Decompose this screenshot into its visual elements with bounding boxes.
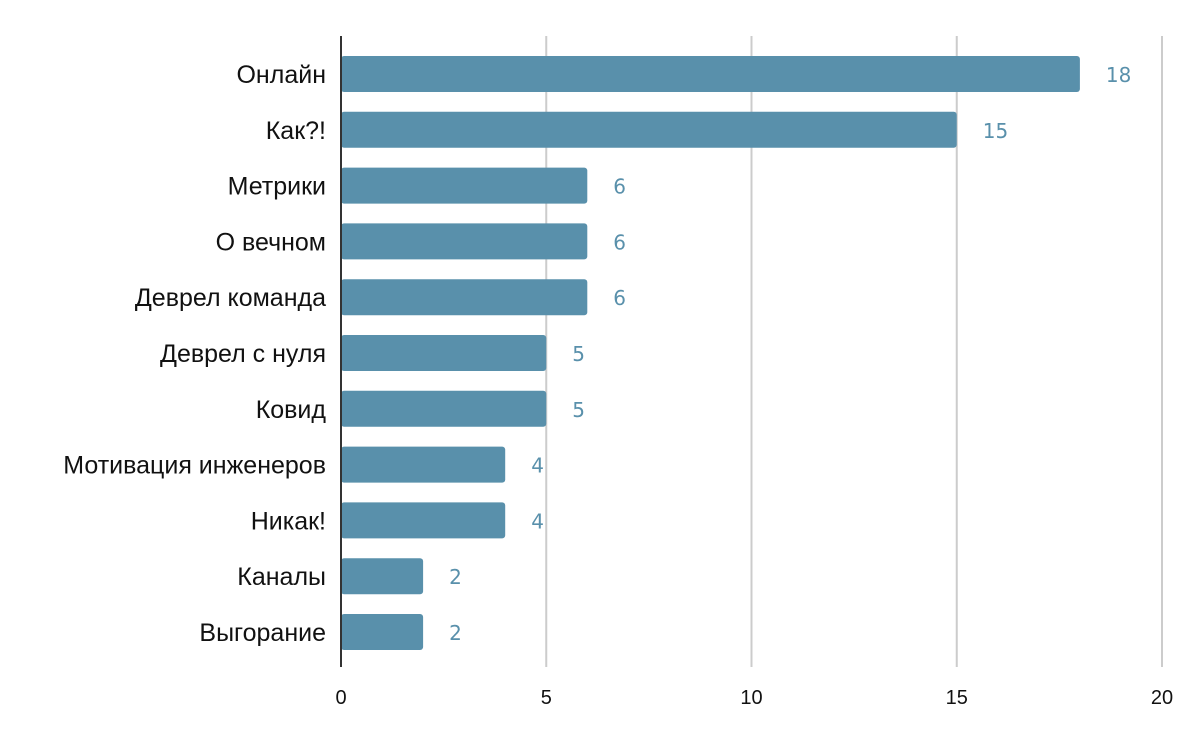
value-label: 15 (983, 119, 1008, 143)
value-label: 4 (531, 509, 544, 533)
category-label: О вечном (216, 228, 326, 256)
bar (341, 335, 547, 371)
x-tick-labels: 0 5 10 15 20 (335, 687, 1173, 709)
x-tick-label: 5 (541, 687, 552, 709)
category-label: Ковид (256, 396, 327, 424)
bar (341, 56, 1080, 92)
value-label: 6 (613, 286, 626, 310)
category-label: Каналы (237, 563, 326, 591)
category-label: Мотивация инженеров (63, 452, 326, 480)
bar (341, 279, 588, 316)
value-label: 2 (449, 565, 462, 589)
value-labels: 18 15 6 6 6 5 5 4 4 2 2 (449, 63, 1131, 645)
value-label: 18 (1106, 63, 1131, 87)
bar (341, 502, 506, 539)
category-label: Онлайн (236, 61, 326, 89)
x-tick-label: 15 (946, 687, 968, 709)
category-label: Никак! (251, 507, 326, 535)
category-label: Метрики (228, 173, 326, 201)
bar (341, 446, 506, 483)
bar (341, 167, 588, 204)
category-labels: Онлайн Как?! Метрики О вечном Деврел команда… (63, 61, 326, 647)
value-label: 6 (613, 175, 626, 199)
bar (341, 558, 424, 595)
value-label: 5 (572, 398, 585, 422)
value-label: 4 (531, 454, 544, 478)
value-label: 2 (449, 621, 462, 645)
category-label: Выгорание (199, 619, 326, 647)
value-label: 6 (613, 230, 626, 254)
bar (341, 111, 957, 148)
x-tick-label: 20 (1151, 687, 1173, 709)
bar (341, 614, 424, 650)
x-tick-label: 0 (335, 687, 346, 709)
category-label: Деврел с нуля (160, 340, 326, 368)
category-label: Деврел команда (135, 284, 326, 312)
x-tick-label: 10 (740, 687, 762, 709)
category-label: Как?! (266, 117, 326, 145)
bar (341, 390, 547, 427)
bar (341, 223, 588, 260)
value-label: 5 (572, 342, 585, 366)
bars (341, 56, 1080, 650)
